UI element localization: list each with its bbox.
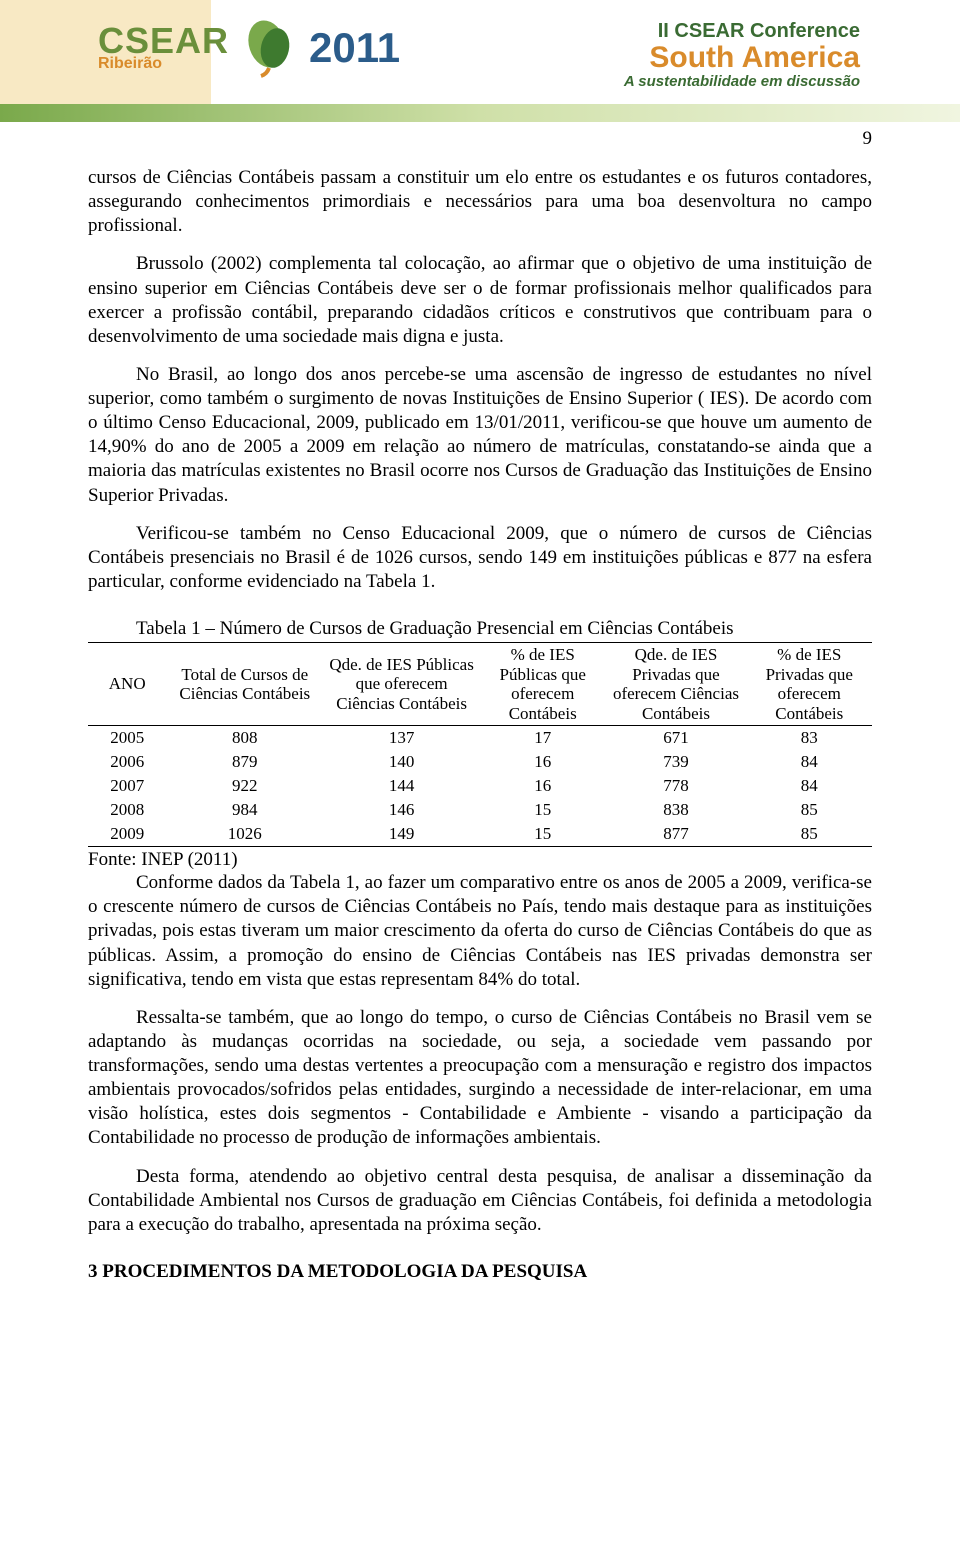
table-row: 20079221441677884 [88,774,872,798]
table-col-header: Total de Cursos de Ciências Contábeis [166,643,323,726]
paragraph-2: Brussolo (2002) complementa tal colocaçã… [88,252,872,349]
table-cell: 739 [605,750,746,774]
leaf-icon [239,18,299,78]
brand-text: CSEAR [98,23,229,59]
table-cell: 2005 [88,726,166,751]
paragraph-1: cursos de Ciências Contábeis passam a co… [88,166,872,238]
table-cell: 879 [166,750,323,774]
table-cell: 84 [747,774,872,798]
table-row: 20089841461583885 [88,798,872,822]
table-cell: 16 [480,750,605,774]
table-cell: 85 [747,798,872,822]
table-cell: 984 [166,798,323,822]
conference-line1: II CSEAR Conference [624,20,860,43]
table-head: ANOTotal de Cursos de Ciências Contábeis… [88,643,872,726]
conference-line2: South America [624,43,860,73]
table-cell: 2006 [88,750,166,774]
table-cell: 2008 [88,798,166,822]
table-row: 20068791401673984 [88,750,872,774]
table-cell: 15 [480,798,605,822]
table-cell: 149 [323,822,480,847]
table-row: 200910261491587785 [88,822,872,847]
brand-year: 2011 [309,27,400,69]
table-cell: 877 [605,822,746,847]
table-col-header: % de IES Privadas que oferecem Contábeis [747,643,872,726]
table-cell: 85 [747,822,872,847]
brand-block: CSEAR Ribeirão [98,23,229,73]
table-cell: 2007 [88,774,166,798]
table-cell: 922 [166,774,323,798]
paragraph-3: No Brasil, ao longo dos anos percebe-se … [88,363,872,508]
table-cell: 838 [605,798,746,822]
table-cell: 15 [480,822,605,847]
table-1: ANOTotal de Cursos de Ciências Contábeis… [88,642,872,847]
table-body: 2005808137176718320068791401673984200792… [88,726,872,847]
paragraph-5: Conforme dados da Tabela 1, ao fazer um … [88,871,872,992]
table-header-row: ANOTotal de Cursos de Ciências Contábeis… [88,643,872,726]
table-col-header: % de IES Públicas que oferecem Contábeis [480,643,605,726]
conference-line3: A sustentabilidade em discussão [624,73,860,90]
table-cell: 808 [166,726,323,751]
paragraph-6: Ressalta-se também, que ao longo do temp… [88,1006,872,1151]
table-cell: 17 [480,726,605,751]
page-header: CSEAR Ribeirão 2011 II CSEAR Conference … [0,0,960,122]
table-col-header: Qde. de IES Privadas que oferecem Ciênci… [605,643,746,726]
paragraph-7: Desta forma, atendendo ao objetivo centr… [88,1165,872,1237]
table-cell: 140 [323,750,480,774]
table-row: 20058081371767183 [88,726,872,751]
logo-left: CSEAR Ribeirão 2011 [98,18,400,78]
table-cell: 2009 [88,822,166,847]
page-number: 9 [88,128,872,150]
table-cell: 84 [747,750,872,774]
table-cell: 16 [480,774,605,798]
table-cell: 146 [323,798,480,822]
table-source: Fonte: INEP (2011) [88,849,872,871]
page-body: 9 cursos de Ciências Contábeis passam a … [0,128,960,1343]
table-caption: Tabela 1 – Número de Cursos de Graduação… [88,618,872,640]
logo-right: II CSEAR Conference South America A sust… [624,20,860,90]
paragraph-4: Verificou-se também no Censo Educacional… [88,522,872,594]
table-cell: 83 [747,726,872,751]
section-heading: 3 PROCEDIMENTOS DA METODOLOGIA DA PESQUI… [88,1261,872,1283]
table-col-header: Qde. de IES Públicas que oferecem Ciênci… [323,643,480,726]
table-cell: 778 [605,774,746,798]
table-col-header: ANO [88,643,166,726]
table-cell: 137 [323,726,480,751]
table-cell: 144 [323,774,480,798]
table-cell: 671 [605,726,746,751]
table-cell: 1026 [166,822,323,847]
